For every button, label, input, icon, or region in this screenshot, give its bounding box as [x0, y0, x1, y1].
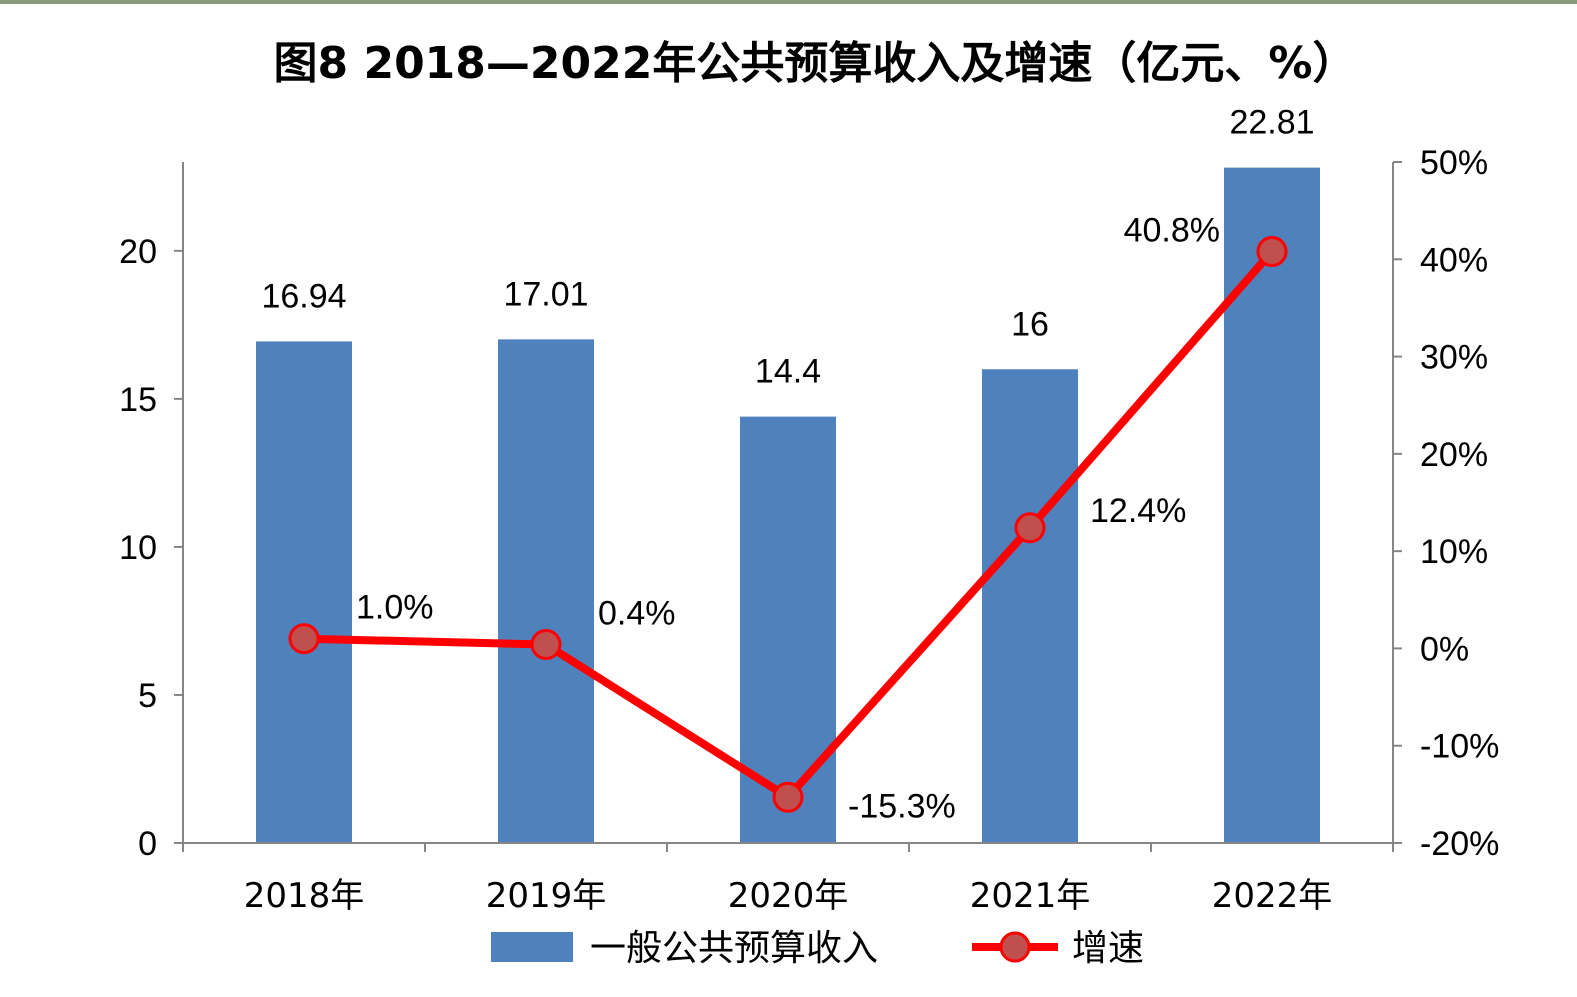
line-point-4 — [1256, 236, 1288, 268]
x-tick-label: 2019年 — [486, 876, 607, 916]
line-value-label: -15.3% — [848, 787, 956, 825]
bar-2 — [740, 416, 836, 843]
legend-bar-swatch — [491, 932, 573, 962]
x-tick-label: 2022年 — [1212, 876, 1333, 916]
bar-series — [256, 167, 1320, 843]
data-labels: 16.94 17.01 14.4 16 22.81 1.0% 0.4% -15.3% 12.4%… — [261, 104, 1314, 826]
line-value-label: 40.8% — [1124, 212, 1220, 250]
left-tick-label: 0 — [138, 825, 157, 863]
right-tick-label: -20% — [1420, 825, 1499, 863]
line-value-label: 0.4% — [598, 595, 676, 633]
bar-4 — [1224, 167, 1320, 843]
bar-1 — [498, 339, 594, 843]
legend-line-label: 增速 — [1072, 928, 1144, 969]
left-tick-label: 20 — [119, 233, 157, 271]
legend: 一般公共预算收入 增速 — [491, 928, 1144, 969]
line-value-label: 12.4% — [1090, 492, 1186, 530]
bar-value-label: 16 — [1011, 305, 1049, 343]
right-tick-label: -10% — [1420, 728, 1499, 766]
bar-value-label: 17.01 — [503, 275, 588, 313]
line-point-0 — [288, 623, 320, 655]
chart-title: 图8 2018—2022年公共预算收入及增速（亿元、%） — [274, 38, 1357, 89]
x-tick-label: 2021年 — [970, 876, 1091, 916]
right-tick-label: 20% — [1420, 436, 1488, 474]
axes: 0 5 10 15 20 -20% -10% 0% 10% 20% 30% 40% 50% 2018年 20… — [119, 144, 1499, 916]
legend-bar-label: 一般公共预算收入 — [590, 928, 878, 969]
bar-value-label: 22.81 — [1229, 104, 1314, 142]
right-tick-label: 0% — [1420, 630, 1469, 668]
line-value-label: 1.0% — [356, 589, 434, 627]
line-point-3 — [1014, 512, 1046, 544]
line-point-2 — [772, 781, 804, 813]
bar-value-label: 16.94 — [261, 277, 346, 315]
line-point-1 — [530, 629, 562, 661]
x-tick-label: 2020年 — [728, 876, 849, 916]
right-tick-label: 30% — [1420, 339, 1488, 377]
top-border — [0, 0, 1577, 4]
bar-0 — [256, 341, 352, 843]
bar-value-label: 14.4 — [755, 353, 821, 391]
line-series — [288, 236, 1288, 813]
legend-line-marker — [999, 931, 1031, 963]
bar-3 — [982, 369, 1078, 843]
right-tick-label: 10% — [1420, 533, 1488, 571]
left-tick-label: 5 — [138, 677, 157, 715]
left-tick-label: 10 — [119, 529, 157, 567]
right-tick-label: 40% — [1420, 241, 1488, 279]
right-tick-label: 50% — [1420, 144, 1488, 182]
x-tick-label: 2018年 — [244, 876, 365, 916]
left-tick-label: 15 — [119, 381, 157, 419]
